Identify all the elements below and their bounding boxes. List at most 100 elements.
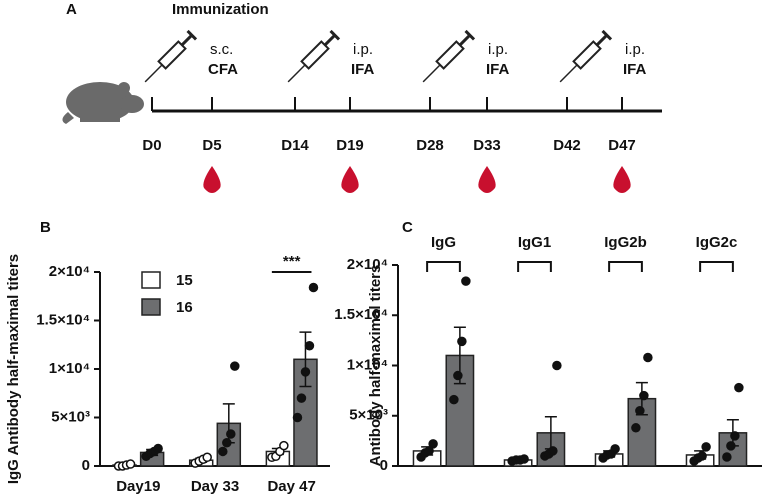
syringe-cap [329,29,341,41]
data-point [457,336,467,347]
syringe-needle [144,64,163,83]
data-point [125,459,136,469]
panel-label: B [40,219,51,236]
syringe-plunger [323,34,336,47]
legend-swatch [141,298,161,316]
significance-label: *** [283,253,301,270]
category-label: IgG1 [518,234,551,251]
syringe-needle [422,64,441,83]
syringe-cap [464,29,476,41]
data-point [722,452,732,462]
data-point [424,446,434,456]
category-label: Day19 [116,478,160,495]
data-point [202,452,212,463]
data-point [643,352,653,363]
blood-drop [203,166,221,193]
data-point [230,361,240,371]
syringe-needle [559,64,578,83]
y-tick-label: 2×10⁴ [347,256,388,273]
legend-label: 16 [176,299,193,316]
data-point [453,370,463,381]
syringe-body [157,40,187,70]
data-point [292,412,303,423]
category-label: IgG [431,234,456,251]
category-label: Day 47 [267,478,315,495]
y-tick-label: 5×10³ [51,408,90,425]
injection-adjuvant: IFA [486,61,510,78]
comparison-bracket [426,261,461,272]
comparison-bracket [699,261,734,272]
y-tick-label: 1.5×10⁴ [36,311,90,328]
category-label: IgG2c [696,234,738,251]
syringe-icon [559,29,613,83]
injection-route: i.p. [625,41,645,58]
y-tick-label: 1.5×10⁴ [334,306,388,323]
data-point [449,394,459,405]
data-point [639,390,649,401]
syringe-plunger [458,34,471,47]
day-label: D28 [416,137,444,154]
data-point [730,431,740,441]
day-label: D47 [608,137,636,154]
blood-drop [478,166,496,193]
syringe-body [435,40,465,70]
syringe-needle [287,64,306,83]
y-axis-title: Antibody half-maximal titers [367,265,384,467]
data-point [734,382,744,393]
injection-adjuvant: IFA [623,61,647,78]
data-point [635,405,645,416]
data-point [222,437,232,448]
data-point [552,360,562,371]
data-point [726,441,736,451]
syringe-icon [422,29,476,83]
syringe-plunger [180,34,193,47]
y-tick-label: 5×10³ [349,407,388,424]
day-label: D19 [336,137,364,154]
y-tick-label: 2×10⁴ [49,263,90,280]
data-point [279,440,289,451]
data-point [519,454,529,464]
data-point [461,276,471,286]
data-point [308,282,319,293]
data-point [428,439,438,449]
data-point [631,423,641,433]
data-point [218,446,228,457]
syringe-icon [287,29,341,83]
data-point [300,367,311,377]
data-point [548,446,558,456]
category-label: IgG2b [604,234,647,251]
y-tick-label: 0 [82,457,90,474]
blood-drop [341,166,359,193]
day-label: D14 [281,137,309,154]
y-tick-label: 1×10⁴ [347,356,388,373]
category-label: Day 33 [191,478,239,495]
bar [627,397,657,467]
syringe-icon [144,29,198,83]
day-label: D5 [202,137,221,154]
legend-label: 15 [176,272,193,289]
syringe-cap [601,29,613,41]
injection-adjuvant: CFA [208,61,238,78]
injection-route: i.p. [488,41,508,58]
day-label: D33 [473,137,501,154]
syringe-body [572,40,602,70]
day-label: D0 [142,137,161,154]
mouse-icon [62,82,144,124]
data-point [697,451,707,461]
comparison-bracket [517,261,552,272]
injection-adjuvant: IFA [351,61,375,78]
panel-label: A [66,1,77,18]
syringe-plunger [595,34,608,47]
syringe-body [300,40,330,70]
data-point [610,444,620,454]
timeline-title: Immunization [172,1,269,18]
day-label: D42 [553,137,581,154]
comparison-bracket [608,261,643,272]
data-point [701,442,711,452]
data-point [226,429,236,439]
panel-label: C [402,219,413,236]
legend-swatch [141,271,161,289]
syringe-cap [186,29,198,41]
y-tick-label: 0 [380,457,388,474]
